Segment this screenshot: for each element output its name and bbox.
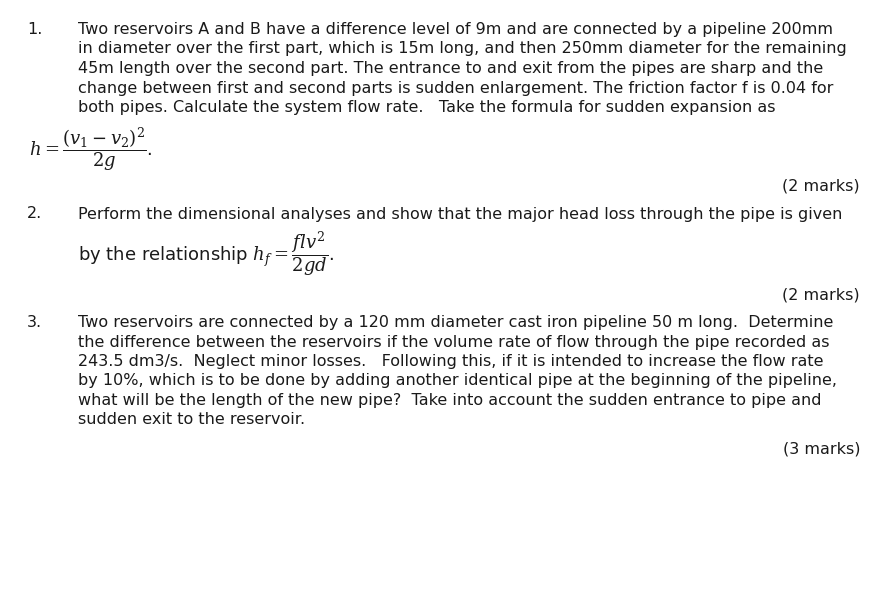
Text: change between first and second parts is sudden enlargement. The friction factor: change between first and second parts is… <box>78 81 833 95</box>
Text: what will be the length of the new pipe?  Take into account the sudden entrance : what will be the length of the new pipe?… <box>78 393 821 408</box>
Text: Two reservoirs A and B have a difference level of 9m and are connected by a pipe: Two reservoirs A and B have a difference… <box>78 22 833 37</box>
Text: (3 marks): (3 marks) <box>782 442 860 457</box>
Text: Perform the dimensional analyses and show that the major head loss through the p: Perform the dimensional analyses and sho… <box>78 206 843 222</box>
Text: (2 marks): (2 marks) <box>782 287 860 302</box>
Text: 45m length over the second part. The entrance to and exit from the pipes are sha: 45m length over the second part. The ent… <box>78 61 823 76</box>
Text: by the relationship $h_f = \dfrac{flv^2}{2gd}$.: by the relationship $h_f = \dfrac{flv^2}… <box>78 230 334 278</box>
Text: both pipes. Calculate the system flow rate.   Take the formula for sudden expans: both pipes. Calculate the system flow ra… <box>78 100 775 115</box>
Text: by 10%, which is to be done by adding another identical pipe at the beginning of: by 10%, which is to be done by adding an… <box>78 373 837 389</box>
Text: $h = \dfrac{(v_1 - v_2)^2}{2g}$.: $h = \dfrac{(v_1 - v_2)^2}{2g}$. <box>29 126 153 174</box>
Text: 2.: 2. <box>27 206 43 222</box>
Text: (2 marks): (2 marks) <box>782 179 860 193</box>
Text: 1.: 1. <box>27 22 43 37</box>
Text: 3.: 3. <box>27 315 42 330</box>
Text: 243.5 dm3/s.  Neglect minor losses.   Following this, if it is intended to incre: 243.5 dm3/s. Neglect minor losses. Follo… <box>78 354 823 369</box>
Text: the difference between the reservoirs if the volume rate of flow through the pip: the difference between the reservoirs if… <box>78 334 829 349</box>
Text: Two reservoirs are connected by a 120 mm diameter cast iron pipeline 50 m long. : Two reservoirs are connected by a 120 mm… <box>78 315 833 330</box>
Text: sudden exit to the reservoir.: sudden exit to the reservoir. <box>78 413 305 428</box>
Text: in diameter over the first part, which is 15m long, and then 250mm diameter for : in diameter over the first part, which i… <box>78 41 847 57</box>
